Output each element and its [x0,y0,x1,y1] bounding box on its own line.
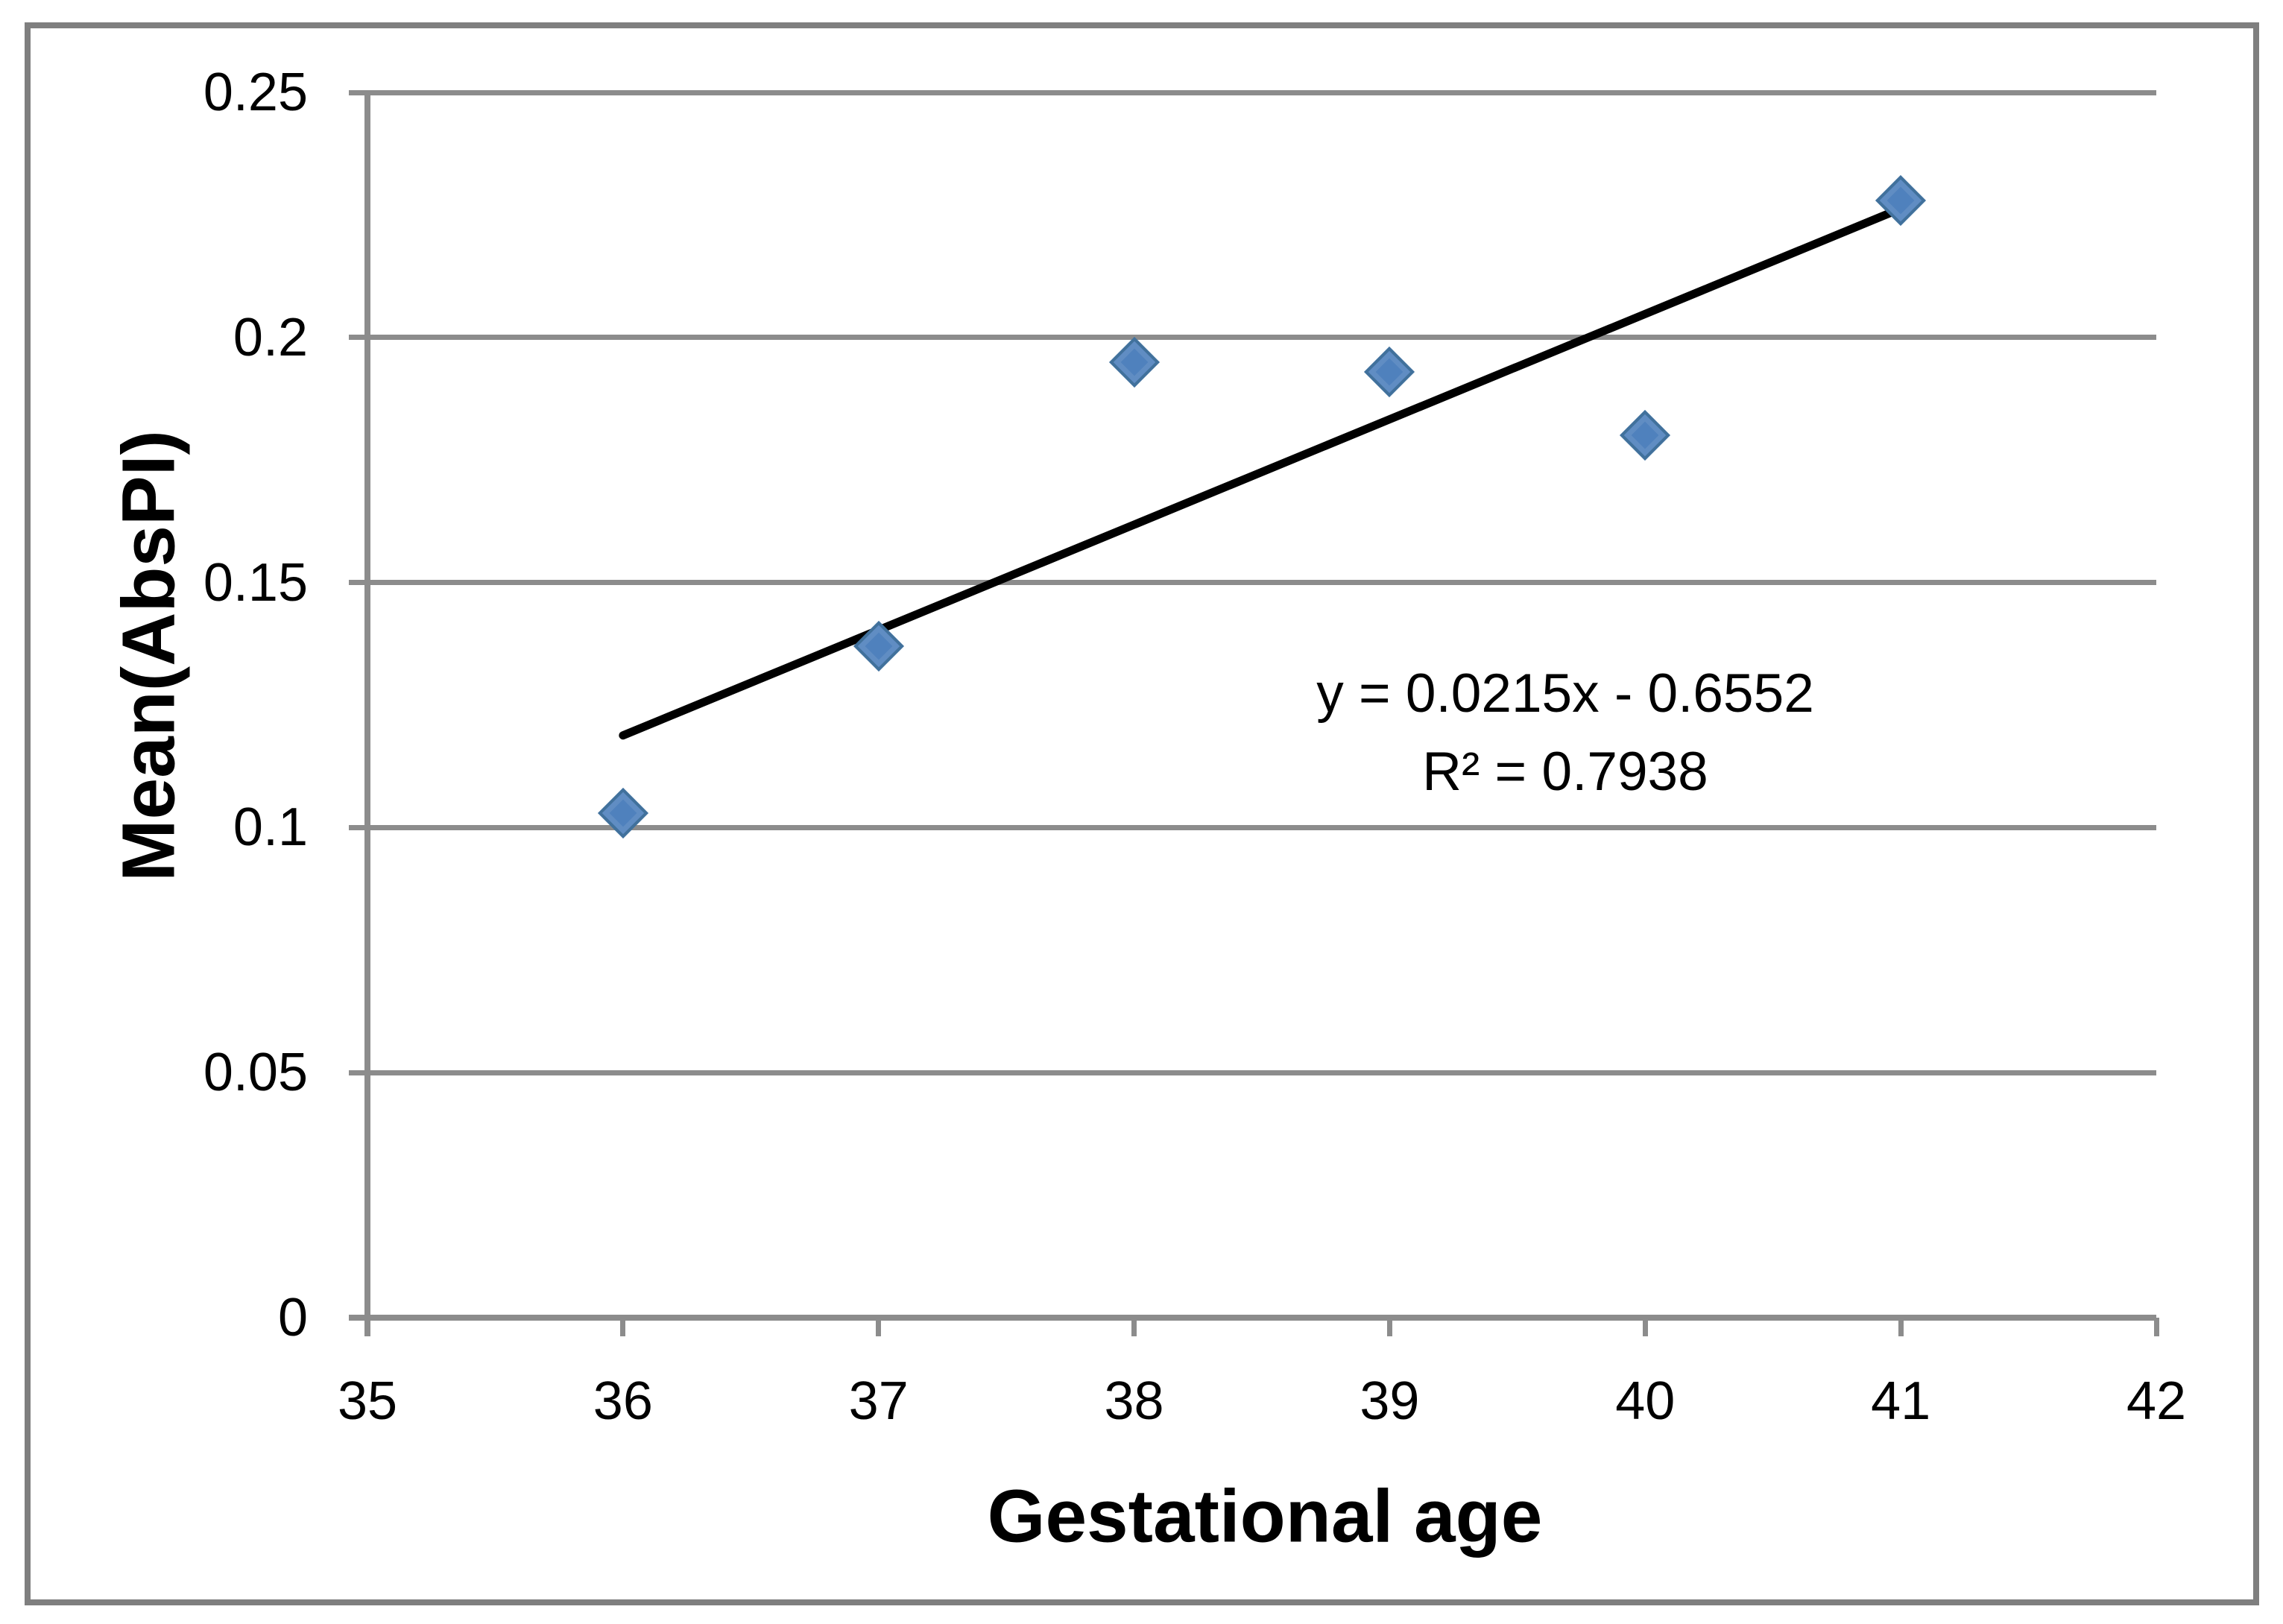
x-tick-mark [1642,1318,1648,1336]
x-axis-title: Gestational age [987,1474,1543,1558]
x-tick-mark [364,1318,370,1336]
y-gridline [349,824,2156,830]
y-axis-title: Mean(AbsPI) [107,430,191,882]
y-gridline [349,1069,2156,1075]
x-tick-label: 39 [1360,1371,1420,1431]
trendline-equation: y = 0.0215x - 0.6552 [1316,663,1814,724]
y-gridline [349,89,2156,95]
x-tick-mark [1898,1318,1904,1336]
y-tick-label: 0.25 [203,63,308,122]
y-tick-label: 0 [277,1288,308,1347]
y-gridline [349,335,2156,341]
x-axis-line [349,1315,2156,1321]
x-tick-mark [1131,1318,1137,1336]
y-tick-label: 0.15 [203,552,308,613]
x-tick-mark [1386,1318,1392,1336]
x-tick-mark [2153,1318,2159,1336]
chart-outer-border [25,22,2259,1605]
x-tick-mark [620,1318,626,1336]
y-tick-label: 0.1 [233,797,308,858]
trendline [619,204,1905,740]
x-tick-label: 38 [1104,1371,1164,1431]
x-tick-label: 41 [1871,1371,1931,1431]
x-tick-label: 36 [593,1371,653,1431]
x-tick-label: 40 [1615,1371,1676,1431]
y-gridline [349,580,2156,586]
y-tick-label: 0.05 [203,1043,308,1103]
x-tick-mark [876,1318,882,1336]
trendline-annotation: y = 0.0215x - 0.6552 R² = 0.7938 [1118,654,2012,811]
x-tick-label: 35 [337,1371,398,1431]
y-axis-line [364,92,370,1336]
trendline-r-squared: R² = 0.7938 [1422,742,1708,802]
y-tick-label: 0.2 [233,307,308,367]
x-tick-label: 37 [848,1371,909,1431]
x-tick-label: 42 [2126,1371,2187,1431]
